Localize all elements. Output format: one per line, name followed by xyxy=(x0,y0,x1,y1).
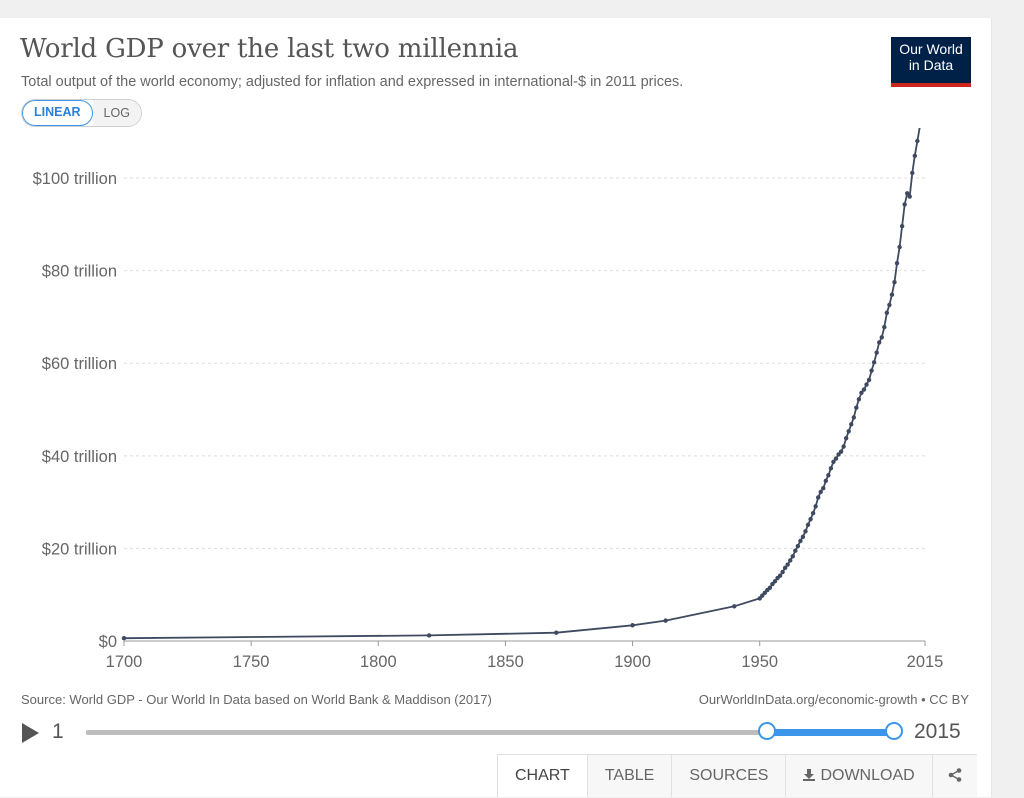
gdp-data-point xyxy=(908,194,912,198)
tab-table[interactable]: TABLE xyxy=(587,755,672,797)
gdp-data-point xyxy=(847,429,851,433)
gdp-data-point xyxy=(895,261,899,265)
timeline-end-handle[interactable] xyxy=(885,722,903,740)
gdp-data-point xyxy=(788,558,792,562)
gdp-data-point xyxy=(877,340,881,344)
linear-scale-button[interactable]: LINEAR xyxy=(22,100,93,126)
chart-title: World GDP over the last two millennia xyxy=(20,34,518,64)
gdp-data-point xyxy=(892,280,896,284)
gdp-data-point xyxy=(844,436,848,440)
x-tick-label: 1750 xyxy=(233,653,270,671)
gdp-data-point xyxy=(915,139,919,143)
timeline-end-label: 2015 xyxy=(914,720,961,744)
gdp-data-point xyxy=(839,449,843,453)
timeline: 1 2015 xyxy=(0,714,991,754)
gdp-data-point xyxy=(785,562,789,566)
gdp-data-point xyxy=(819,490,823,494)
gdp-data-point xyxy=(663,618,667,622)
y-tick-label: $60 trillion xyxy=(42,355,117,373)
timeline-start-label: 1 xyxy=(52,720,64,744)
tab-bar: CHART TABLE SOURCES DOWNLOAD xyxy=(497,754,977,798)
tab-download-label: DOWNLOAD xyxy=(820,767,914,784)
gdp-data-point xyxy=(808,517,812,521)
gdp-data-point xyxy=(824,479,828,483)
play-icon[interactable] xyxy=(22,723,39,743)
gdp-data-point xyxy=(913,154,917,158)
tab-sources[interactable]: SOURCES xyxy=(671,755,785,797)
gdp-data-point xyxy=(869,368,873,372)
gdp-data-point xyxy=(791,554,795,558)
gdp-data-point xyxy=(806,523,810,527)
y-tick-label: $80 trillion xyxy=(42,263,117,281)
scale-toggle: LINEAR LOG xyxy=(21,99,142,127)
gdp-data-point xyxy=(880,335,884,339)
gdp-data-point xyxy=(829,466,833,470)
gdp-data-point xyxy=(841,444,845,448)
gdp-data-point xyxy=(900,224,904,228)
tab-chart[interactable]: CHART xyxy=(497,755,587,797)
gdp-data-point xyxy=(796,544,800,548)
logo-line-1: Our World xyxy=(891,41,971,57)
chart-card: World GDP over the last two millennia To… xyxy=(0,18,992,797)
tab-download[interactable]: DOWNLOAD xyxy=(785,755,931,797)
gdp-data-point xyxy=(780,570,784,574)
gdp-data-point xyxy=(882,325,886,329)
gdp-data-point xyxy=(902,202,906,206)
gdp-data-point xyxy=(427,633,431,637)
gdp-data-point xyxy=(857,397,861,401)
x-tick-label: 2015 xyxy=(907,653,944,671)
gdp-data-point xyxy=(864,382,868,386)
gdp-line-chart: $0 $20 trillion $40 trillion $60 trillion $8… xyxy=(0,128,991,688)
logo-line-2: in Data xyxy=(891,57,971,73)
gdp-data-point xyxy=(849,422,853,426)
x-tick-label: 1700 xyxy=(106,653,143,671)
gdp-data-point xyxy=(811,511,815,515)
share-icon xyxy=(948,768,962,782)
gdp-data-point xyxy=(630,623,634,627)
gdp-data-point xyxy=(852,415,856,419)
gdp-series-line xyxy=(124,128,925,638)
download-icon xyxy=(803,769,815,781)
gdp-data-point xyxy=(122,636,126,640)
gdp-data-point xyxy=(862,387,866,391)
gdp-data-point xyxy=(768,586,772,590)
gdp-data-point xyxy=(821,486,825,490)
gdp-data-point xyxy=(885,311,889,315)
owid-logo[interactable]: Our World in Data xyxy=(891,37,971,87)
timeline-selected-range xyxy=(767,729,894,736)
x-tick-label: 1800 xyxy=(360,653,397,671)
share-button[interactable] xyxy=(932,755,977,797)
gdp-data-point xyxy=(826,473,830,477)
gdp-data-point xyxy=(798,539,802,543)
gdp-data-point xyxy=(554,630,558,634)
gdp-data-point xyxy=(816,495,820,499)
license-note[interactable]: OurWorldInData.org/economic-growth • CC … xyxy=(699,692,969,707)
source-note[interactable]: Source: World GDP - Our World In Data ba… xyxy=(21,692,492,707)
x-tick-label: 1850 xyxy=(487,653,524,671)
gdp-data-point xyxy=(732,604,736,608)
gdp-data-point xyxy=(890,293,894,297)
gdp-data-point xyxy=(801,535,805,539)
gdp-data-point xyxy=(854,405,858,409)
gdp-data-point xyxy=(834,456,838,460)
log-scale-button[interactable]: LOG xyxy=(93,100,141,126)
gdp-data-point xyxy=(793,549,797,553)
y-tick-label: $20 trillion xyxy=(42,540,117,558)
gdp-data-point xyxy=(897,245,901,249)
gdp-data-point xyxy=(803,529,807,533)
timeline-start-handle[interactable] xyxy=(758,722,776,740)
gdp-data-point xyxy=(872,360,876,364)
gdp-data-point xyxy=(813,504,817,508)
x-tick-label: 1950 xyxy=(741,653,778,671)
y-tick-label: $40 trillion xyxy=(42,448,117,466)
gdp-data-point xyxy=(874,350,878,354)
chart-subtitle: Total output of the world economy; adjus… xyxy=(21,74,683,90)
y-tick-label: $0 xyxy=(99,633,117,651)
y-tick-label: $100 trillion xyxy=(33,170,117,188)
gdp-data-point xyxy=(910,171,914,175)
gdp-data-point xyxy=(867,378,871,382)
gdp-data-point xyxy=(778,574,782,578)
x-tick-label: 1900 xyxy=(614,653,651,671)
gdp-data-point xyxy=(887,303,891,307)
